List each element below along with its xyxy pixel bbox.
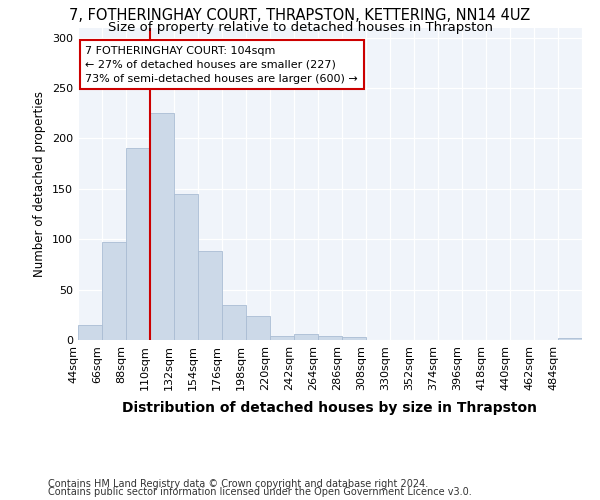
- Bar: [126, 148, 150, 340]
- Text: 7 FOTHERINGHAY COURT: 104sqm
← 27% of detached houses are smaller (227)
73% of s: 7 FOTHERINGHAY COURT: 104sqm ← 27% of de…: [85, 46, 358, 84]
- Bar: [78, 325, 102, 340]
- Bar: [222, 304, 246, 340]
- Bar: [198, 252, 222, 340]
- Bar: [102, 242, 126, 340]
- Bar: [174, 194, 198, 340]
- Bar: [270, 336, 294, 340]
- Y-axis label: Number of detached properties: Number of detached properties: [34, 91, 46, 277]
- Text: Contains HM Land Registry data © Crown copyright and database right 2024.: Contains HM Land Registry data © Crown c…: [48, 479, 428, 489]
- X-axis label: Distribution of detached houses by size in Thrapston: Distribution of detached houses by size …: [122, 401, 538, 415]
- Bar: [558, 338, 582, 340]
- Text: 7, FOTHERINGHAY COURT, THRAPSTON, KETTERING, NN14 4UZ: 7, FOTHERINGHAY COURT, THRAPSTON, KETTER…: [70, 8, 530, 22]
- Bar: [294, 334, 318, 340]
- Bar: [318, 336, 342, 340]
- Text: Contains public sector information licensed under the Open Government Licence v3: Contains public sector information licen…: [48, 487, 472, 497]
- Bar: [246, 316, 270, 340]
- Bar: [342, 337, 366, 340]
- Text: Size of property relative to detached houses in Thrapston: Size of property relative to detached ho…: [107, 21, 493, 34]
- Bar: [150, 113, 174, 340]
